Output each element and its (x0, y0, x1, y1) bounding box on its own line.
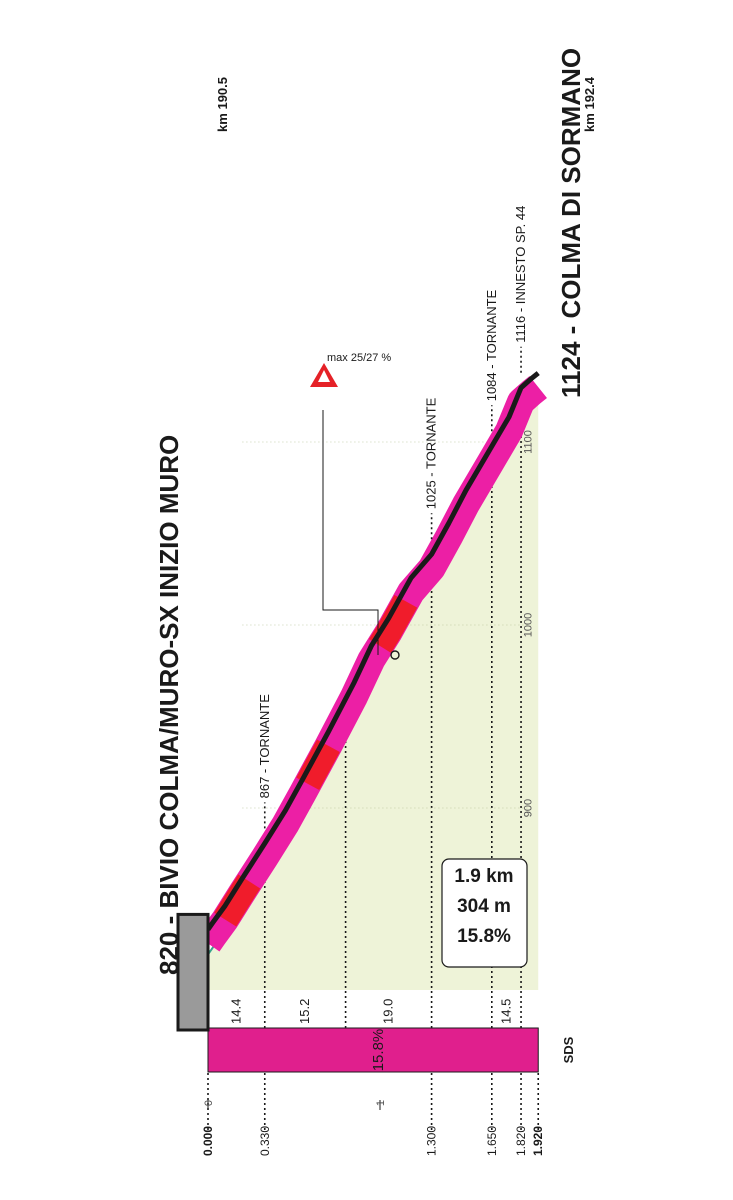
summary-avg: 15.8% (457, 926, 511, 947)
max-gradient-label: max 25/27 % (327, 352, 391, 364)
start-block (176, 912, 210, 1032)
distance-label-1: 0.330 (258, 1126, 272, 1156)
sds-label: SDS (561, 1036, 576, 1063)
summary-distance: 1.9 km (454, 866, 513, 887)
poi-label-1: 1025 - TORNANTE (424, 397, 439, 509)
max-gradient-leader (322, 410, 379, 655)
max-gradient-point (390, 650, 400, 660)
profile-line-layer (176, 371, 547, 1032)
poi-layer: 867 - TORNANTE 1025 - TORNANTE 1084 - TORN… (257, 206, 528, 829)
end-label: 1124 - COLMA DI SORMANO (556, 48, 586, 398)
label-layer: 0.000 0.330 1.300 1.650 1.820 1.920 0 1 14.4 15.2… (201, 430, 545, 1156)
km-marker-label-0: 0 (203, 1100, 215, 1106)
summary-box-frame (441, 858, 528, 968)
distance-label-4: 1.820 (514, 1126, 528, 1156)
profile-rotated-group: 867 - TORNANTE 1025 - TORNANTE 1084 - TORN… (154, 48, 597, 1156)
steep-section-1 (296, 739, 340, 791)
segment-gradient-label-2: 19.0 (381, 999, 396, 1024)
grid-layer (207, 412, 540, 1130)
altitude-label-0: 900 (522, 799, 534, 817)
km-end-label: km 192.4 (582, 76, 597, 132)
distance-label-5: 1.920 (531, 1126, 545, 1156)
km-start-label: km 190.5 (215, 77, 230, 132)
distance-label-3: 1.650 (485, 1126, 499, 1156)
profile-top-outline (205, 371, 540, 931)
distance-label-0: 0.000 (201, 1126, 215, 1156)
segment-gradient-label-0: 14.4 (228, 999, 243, 1024)
poi-label-0: 867 - TORNANTE (257, 694, 272, 799)
steep-section-0 (214, 874, 261, 927)
altitude-label-1: 1000 (522, 613, 534, 637)
warning-triangle-inner-icon (318, 370, 330, 382)
steep-section-2 (368, 595, 418, 653)
summary-gain: 304 m (457, 896, 511, 917)
km-marker-label-1: 1 (375, 1100, 387, 1106)
distance-label-2: 1.300 (425, 1126, 439, 1156)
altitude-label-2: 1100 (522, 430, 534, 454)
start-label: 820 - BIVIO COLMA/MURO-SX INIZIO MURO (154, 435, 184, 975)
segment-gradient-label-4: 14.5 (498, 999, 513, 1024)
overall-gradient-label: 15.8% (370, 1029, 387, 1072)
poi-label-3: 1116 - INNESTO SP. 44 (513, 206, 528, 343)
segment-gradient-label-1: 15.2 (297, 999, 312, 1024)
summary-box: 1.9 km 304 m 15.8% (441, 858, 528, 968)
max-gradient-marker: max 25/27 % (310, 352, 400, 660)
poi-label-2: 1084 - TORNANTE (484, 289, 499, 401)
